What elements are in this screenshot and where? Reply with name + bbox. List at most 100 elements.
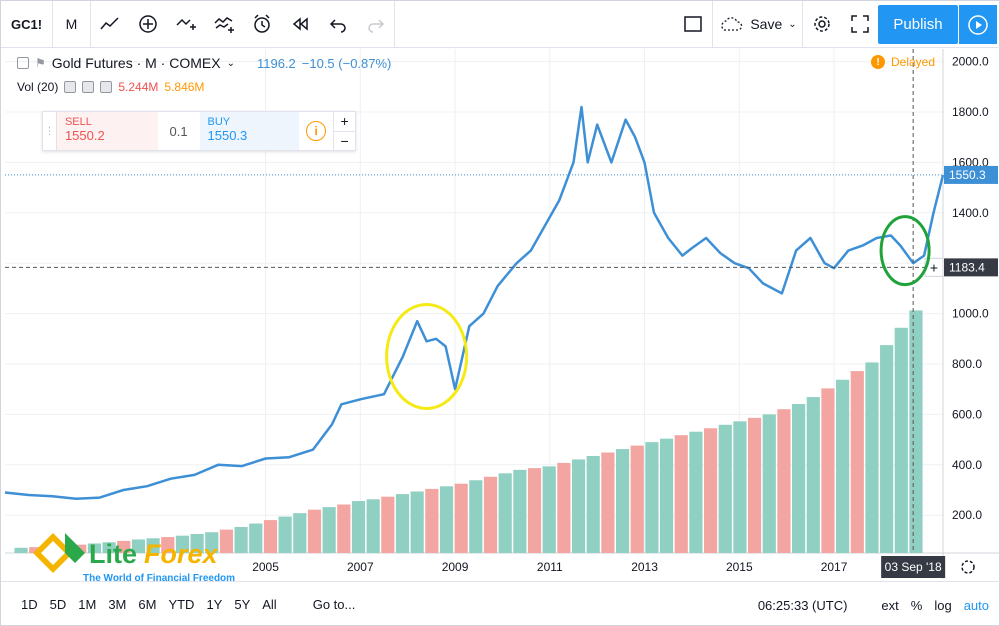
range-button-ytd[interactable]: YTD [168,597,195,612]
time-tick-label: 2007 [347,560,374,574]
log-scale-toggle[interactable]: log [934,597,952,613]
templates-icon[interactable] [205,1,243,48]
cloud-icon [721,17,743,31]
volume-bar [777,409,791,553]
play-icon[interactable] [959,5,997,44]
auto-scale-toggle[interactable]: auto [963,597,989,613]
buy-button[interactable]: BUY 1550.3 [199,112,300,150]
volume-bar [718,424,732,553]
crosshair-price-tag: 1183.4 [949,260,985,274]
volume-ma-value: 5.846M [164,80,205,94]
time-tick-label: 2015 [726,560,753,574]
volume-bar [880,345,894,553]
buy-sell-panel: ⋮ SELL 1550.2 0.1 BUY 1550.3 i + − [42,111,356,151]
price-tick-label: 2000.0 [952,55,989,69]
publish-button[interactable]: Publish [878,5,958,44]
price-tick-label: 800.0 [952,357,982,371]
volume-bar [909,310,923,553]
go-to-date-button[interactable]: Go to... [312,597,356,612]
price-tick-label: 200.0 [952,508,982,522]
settings-gear-icon[interactable] [82,81,95,93]
volume-bar [381,496,395,553]
chevron-down-icon[interactable]: ⌄ [226,57,235,69]
clock: 06:25:33 (UTC) [757,597,848,613]
time-tick-label: 2009 [442,560,469,574]
bottom-toolbar: 1D 5D 1M 3M 6M YTD 1Y 5Y All Go to... 06:25:33 (… [1,581,1000,626]
volume-bar [146,538,160,553]
axis-settings-gear-icon[interactable] [961,560,975,574]
range-button-5d[interactable]: 5D [49,597,67,612]
volume-bar [498,473,512,553]
chart-pane[interactable]: 2000.01800.01600.01400.01200.01000.0800.… [1,49,1000,583]
minus-icon[interactable]: − [340,132,349,149]
sell-button[interactable]: SELL 1550.2 [56,112,158,150]
info-icon[interactable]: i [299,112,333,150]
range-button-1y[interactable]: 1Y [206,597,223,612]
svg-text:Forex: Forex [144,539,219,569]
volume-bar [865,362,879,553]
symbol-search-button[interactable]: GC1! [1,0,53,48]
remove-icon[interactable] [100,81,113,93]
crosshair-date-tag-bg [881,556,946,578]
volume-bar [850,371,864,553]
interval-button[interactable]: M [53,0,91,48]
volume-bar [117,540,131,553]
main-legend: ⚑ Gold Futures · M · COMEX ⌄ 1196.2 −10.… [17,55,391,71]
range-button-1d[interactable]: 1D [21,597,38,612]
volume-value: 5.244M [118,80,159,94]
sell-price: 1550.2 [64,128,105,143]
chevron-down-icon: ⌄ [788,18,797,30]
undo-icon[interactable] [319,1,357,48]
delayed-label: Delayed [891,55,936,69]
volume-bar [234,527,248,553]
redo-icon[interactable] [357,0,395,48]
range-button-3m[interactable]: 3M [108,597,127,612]
range-button-5y[interactable]: 5Y [234,597,251,612]
volume-bar [836,379,850,553]
chart-style-icon[interactable] [91,1,129,48]
fullscreen-toggle-icon[interactable] [673,0,713,48]
volume-bar [821,388,835,553]
alert-icon[interactable] [243,1,281,48]
extended-hours-toggle[interactable]: ext [881,597,899,613]
time-tick-label: 2011 [537,560,563,574]
eye-icon[interactable] [64,81,77,93]
warning-icon: ! [871,55,885,69]
volume-bar [454,483,468,553]
liteforex-logo: Lite Forex The World of Financial Freedo… [33,533,235,584]
save-button[interactable]: Save ⌄ [713,0,803,48]
volume-bar [14,547,28,553]
crosshair-price-tag-bg [944,258,998,277]
collapse-legend-icon[interactable] [17,57,29,69]
delayed-badge[interactable]: ! Delayed [871,55,935,69]
expand-icon[interactable] [841,1,879,48]
save-label: Save [750,16,783,32]
volume-bar [469,480,483,553]
range-button-6m[interactable]: 6M [138,597,157,612]
indicators-icon[interactable] [129,1,167,48]
replay-icon[interactable] [281,1,319,48]
yellow-highlight-circle [385,302,469,410]
settings-gear-icon[interactable] [803,1,841,48]
range-button-1m[interactable]: 1M [78,597,97,612]
volume-legend: Vol (20) 5.244M 5.846M [17,80,204,94]
price-chart[interactable]: 2000.01800.01600.01400.01200.01000.0800.… [1,49,1000,583]
drag-handle-icon[interactable]: ⋮ [43,112,57,150]
plus-icon[interactable]: + [334,112,355,132]
buy-label: BUY [207,116,231,128]
volume-label: Vol (20) [17,80,59,94]
flag-icon: ⚑ [35,56,46,70]
volume-bar [278,516,292,553]
volume-bar [762,414,776,553]
percent-scale-toggle[interactable]: % [910,597,923,613]
range-button-all[interactable]: All [262,597,277,612]
volume-bar [293,513,307,553]
plus-icon[interactable]: + [930,259,938,275]
compare-icon[interactable] [167,1,205,48]
top-toolbar: GC1! M Save ⌄ Publish [1,0,1000,48]
last-value: 1196.2 [256,55,296,71]
time-tick-label: 2017 [821,560,848,574]
volume-bar [586,455,600,553]
volume-bar [395,494,410,553]
